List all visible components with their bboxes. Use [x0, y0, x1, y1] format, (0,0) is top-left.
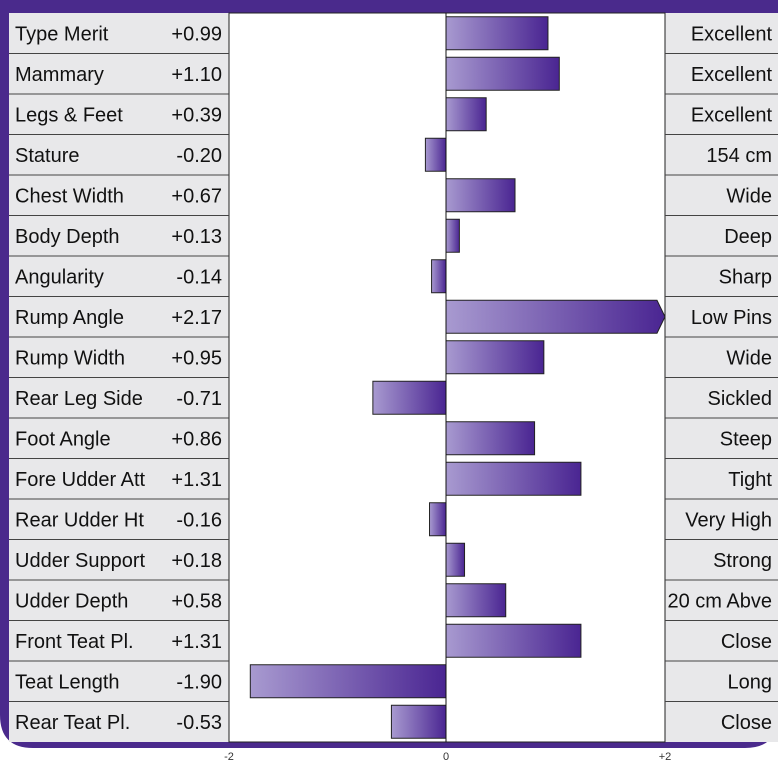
descriptor-label: Wide — [726, 347, 772, 369]
descriptor-label: Sharp — [719, 266, 772, 288]
bar — [445, 97, 487, 132]
value-label: -1.90 — [176, 671, 222, 693]
row-labels: Type Merit +0.99 Excellent Mammary +1.10 Exce… — [15, 23, 772, 734]
trait-label: Rear Leg Side — [15, 388, 143, 410]
bar — [445, 178, 516, 213]
descriptor-label: Deep — [724, 226, 772, 248]
bars — [249, 16, 666, 739]
bar — [445, 340, 545, 375]
axis-ticks: -2 0 +2 — [224, 751, 671, 763]
descriptor-label: Excellent — [691, 23, 773, 45]
trait-label: Rear Udder Ht — [15, 509, 144, 531]
trait-label: Angularity — [15, 266, 104, 288]
bar — [445, 623, 582, 658]
bar — [445, 542, 466, 577]
value-label: -0.71 — [176, 388, 222, 410]
bar — [445, 583, 507, 618]
bar — [445, 299, 666, 334]
bar — [445, 218, 460, 253]
tick-label: +2 — [659, 751, 672, 763]
trait-label: Foot Angle — [15, 428, 111, 450]
value-label: +1.31 — [171, 469, 222, 491]
trait-label: Udder Support — [15, 550, 146, 572]
value-label: +0.67 — [171, 185, 222, 207]
value-label: +0.86 — [171, 428, 222, 450]
trait-label: Type Merit — [15, 23, 109, 45]
trait-label: Chest Width — [15, 185, 124, 207]
descriptor-label: 154 cm — [706, 145, 772, 167]
value-label: +1.10 — [171, 64, 222, 86]
descriptor-label: Excellent — [691, 104, 773, 126]
descriptor-label: Close — [721, 631, 772, 653]
trait-label: Front Teat Pl. — [15, 631, 134, 653]
bar — [429, 502, 447, 537]
descriptor-label: Wide — [726, 185, 772, 207]
bar — [431, 259, 447, 294]
descriptor-label: Very High — [685, 509, 772, 531]
trait-label: Mammary — [15, 64, 104, 86]
bar — [445, 421, 536, 456]
bar — [445, 16, 549, 51]
value-label: +0.95 — [171, 347, 222, 369]
trait-label: Stature — [15, 145, 79, 167]
trait-label: Rump Width — [15, 347, 125, 369]
tick-label: -2 — [224, 751, 234, 763]
value-label: +0.18 — [171, 550, 222, 572]
bar — [249, 664, 447, 699]
descriptor-label: 20 cm Abve — [667, 590, 772, 612]
value-label: -0.16 — [176, 509, 222, 531]
trait-label: Teat Length — [15, 671, 120, 693]
descriptor-label: Sickled — [708, 388, 772, 410]
descriptor-label: Long — [728, 671, 773, 693]
descriptor-label: Tight — [728, 469, 772, 491]
value-label: +0.39 — [171, 104, 222, 126]
trait-label: Udder Depth — [15, 590, 128, 612]
value-label: +0.58 — [171, 590, 222, 612]
row-dividers — [9, 53, 778, 702]
bar — [390, 704, 447, 739]
trait-label: Rump Angle — [15, 307, 124, 329]
value-label: -0.20 — [176, 145, 222, 167]
value-label: +1.31 — [171, 631, 222, 653]
descriptor-label: Strong — [713, 550, 772, 572]
bar — [445, 56, 560, 91]
plot-area — [228, 12, 666, 743]
trait-label: Body Depth — [15, 226, 120, 248]
descriptor-label: Low Pins — [691, 307, 772, 329]
tick-label: 0 — [443, 751, 449, 763]
trait-label: Fore Udder Att — [15, 469, 146, 491]
bar — [372, 380, 447, 415]
descriptor-label: Close — [721, 712, 772, 734]
value-label: +0.13 — [171, 226, 222, 248]
bar — [424, 137, 447, 172]
value-label: -0.53 — [176, 712, 222, 734]
descriptor-label: Steep — [720, 428, 772, 450]
trait-label: Legs & Feet — [15, 104, 123, 126]
trait-label: Rear Teat Pl. — [15, 712, 130, 734]
value-label: -0.14 — [176, 266, 222, 288]
bar — [445, 461, 582, 496]
value-label: +2.17 — [171, 307, 222, 329]
descriptor-label: Excellent — [691, 64, 773, 86]
value-label: +0.99 — [171, 23, 222, 45]
